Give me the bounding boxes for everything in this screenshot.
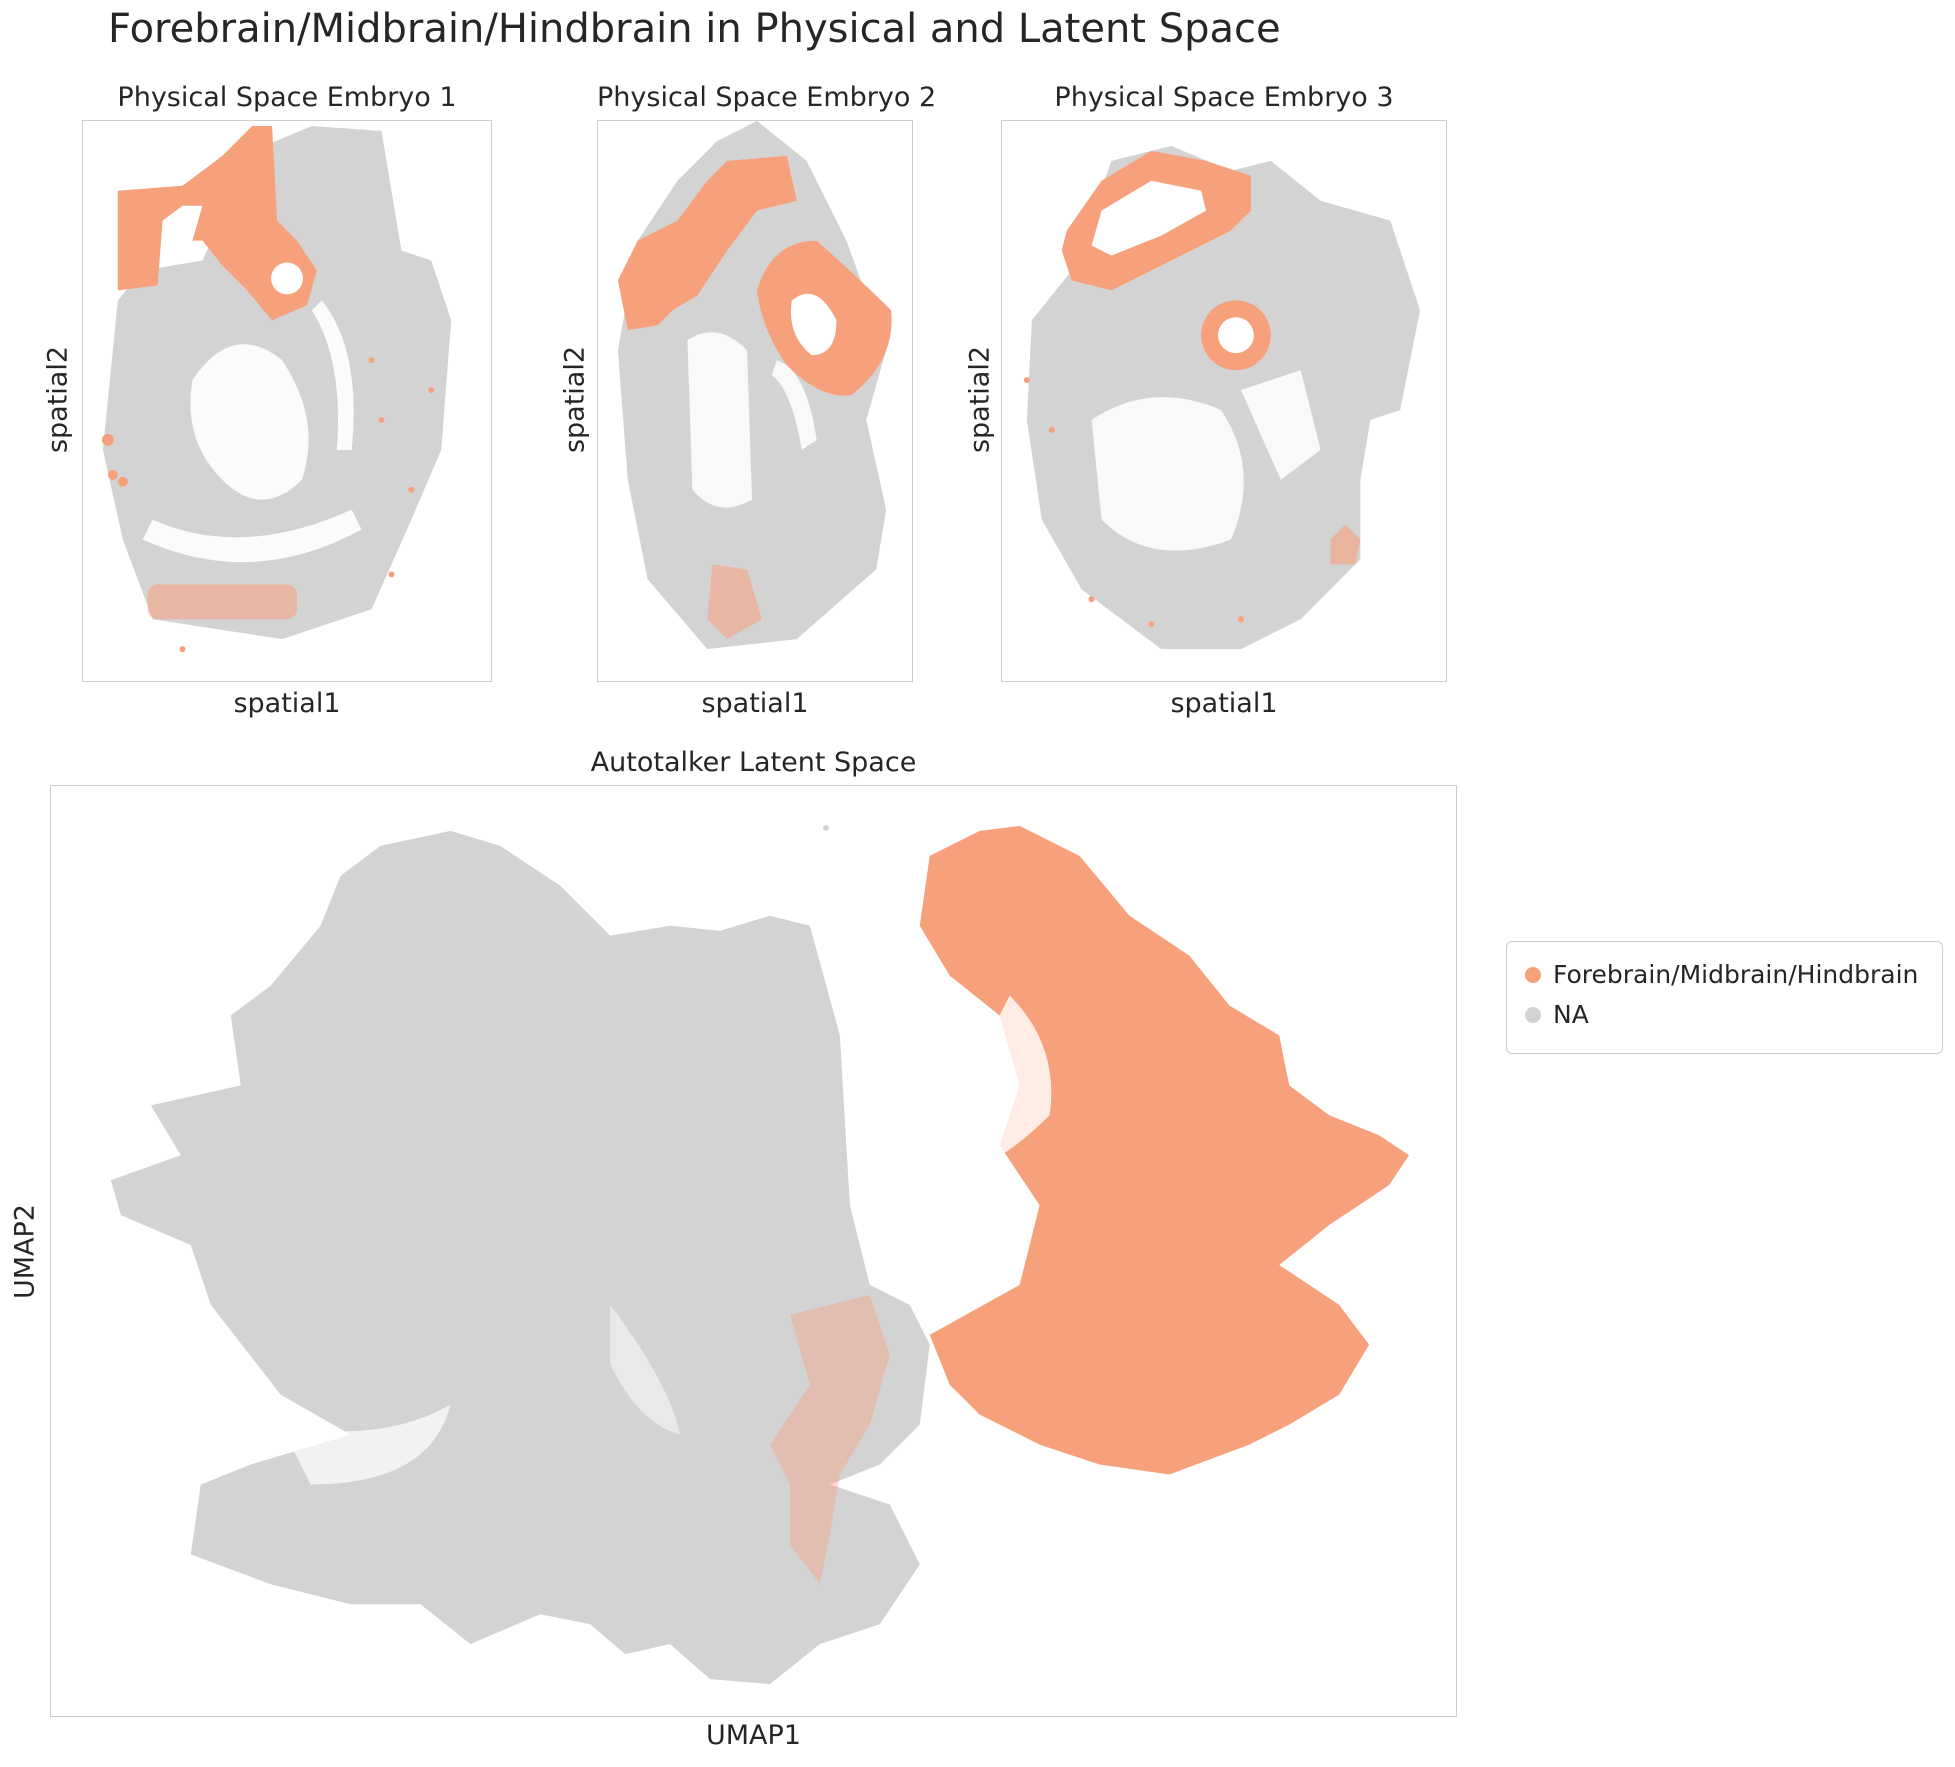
umap-highlight-points	[770, 826, 1409, 1584]
panel-2-ylabel: spatial2	[560, 315, 591, 485]
umap-xlabel: UMAP1	[50, 1720, 1457, 1751]
legend: Forebrain/Midbrain/Hindbrain NA	[1506, 941, 1943, 1054]
embryo-2-scatter	[598, 121, 912, 681]
legend-marker-na	[1525, 1007, 1541, 1023]
embryo-1-scatter	[83, 121, 491, 681]
panel-3-ylabel: spatial2	[965, 315, 996, 485]
panel-3-title: Physical Space Embryo 3	[1001, 82, 1447, 113]
figure-title: Forebrain/Midbrain/Hindbrain in Physical…	[108, 6, 1281, 52]
panel-2-title: Physical Space Embryo 2	[597, 82, 913, 113]
embryo-2-plot	[597, 120, 913, 682]
umap-plot	[50, 785, 1457, 1717]
legend-marker-forebrain	[1525, 967, 1541, 983]
panel-2-xlabel: spatial1	[597, 688, 913, 719]
panel-1-title: Physical Space Embryo 1	[82, 82, 492, 113]
legend-item-na: NA	[1525, 1000, 1589, 1029]
legend-item-forebrain: Forebrain/Midbrain/Hindbrain	[1525, 960, 1918, 989]
legend-label-forebrain: Forebrain/Midbrain/Hindbrain	[1553, 960, 1918, 989]
embryo-3-plot	[1001, 120, 1447, 682]
panel-1-xlabel: spatial1	[82, 688, 492, 719]
embryo-3-scatter	[1002, 121, 1446, 681]
panel-3-xlabel: spatial1	[1001, 688, 1447, 719]
panel-1-ylabel: spatial2	[43, 315, 74, 485]
umap-ylabel: UMAP2	[10, 1167, 41, 1337]
legend-label-na: NA	[1553, 1000, 1589, 1029]
umap-title: Autotalker Latent Space	[50, 747, 1457, 778]
embryo-1-plot	[82, 120, 492, 682]
umap-outlier-point	[823, 825, 829, 831]
umap-scatter	[51, 786, 1456, 1716]
